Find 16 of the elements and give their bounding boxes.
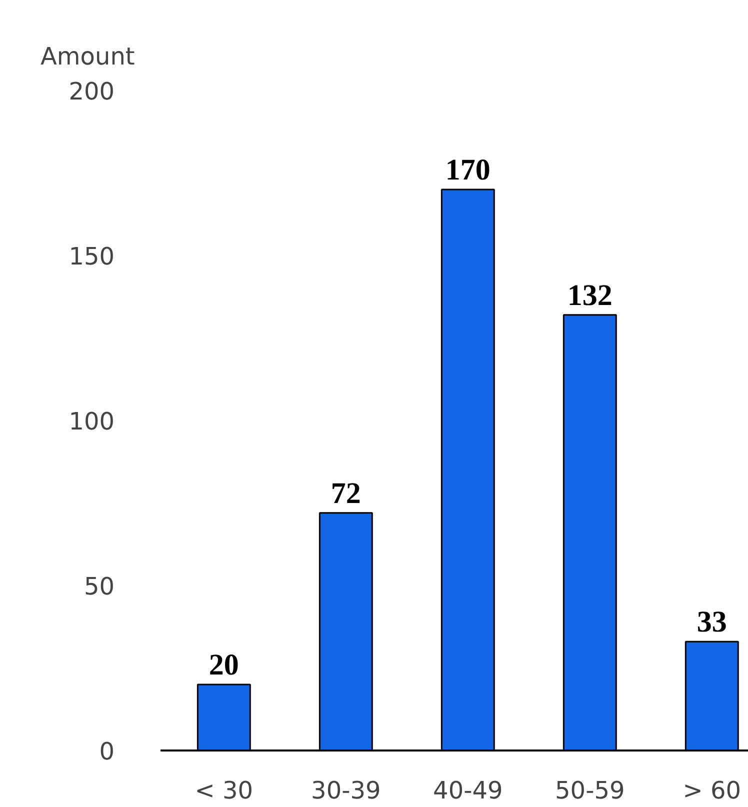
data-label: 72 — [330, 476, 361, 510]
data-label: 132 — [567, 278, 612, 312]
data-label: 20 — [208, 648, 239, 682]
y-tick-label: 50 — [84, 572, 115, 600]
x-tick-label: 30-39 — [311, 776, 381, 804]
y-tick-label: 100 — [68, 408, 115, 436]
data-label: 33 — [696, 606, 727, 639]
y-tick-label: 200 — [68, 78, 115, 106]
x-tick-label: 40-49 — [433, 776, 503, 804]
y-tick-label: 0 — [99, 738, 115, 766]
x-tick-label: < 30 — [194, 776, 254, 804]
y-axis-title: Amount — [40, 42, 135, 70]
y-tick-label: 150 — [68, 242, 115, 270]
x-tick-label: 50-59 — [555, 776, 625, 804]
x-tick-label: > 60 — [682, 776, 742, 804]
data-label: 170 — [445, 154, 490, 186]
